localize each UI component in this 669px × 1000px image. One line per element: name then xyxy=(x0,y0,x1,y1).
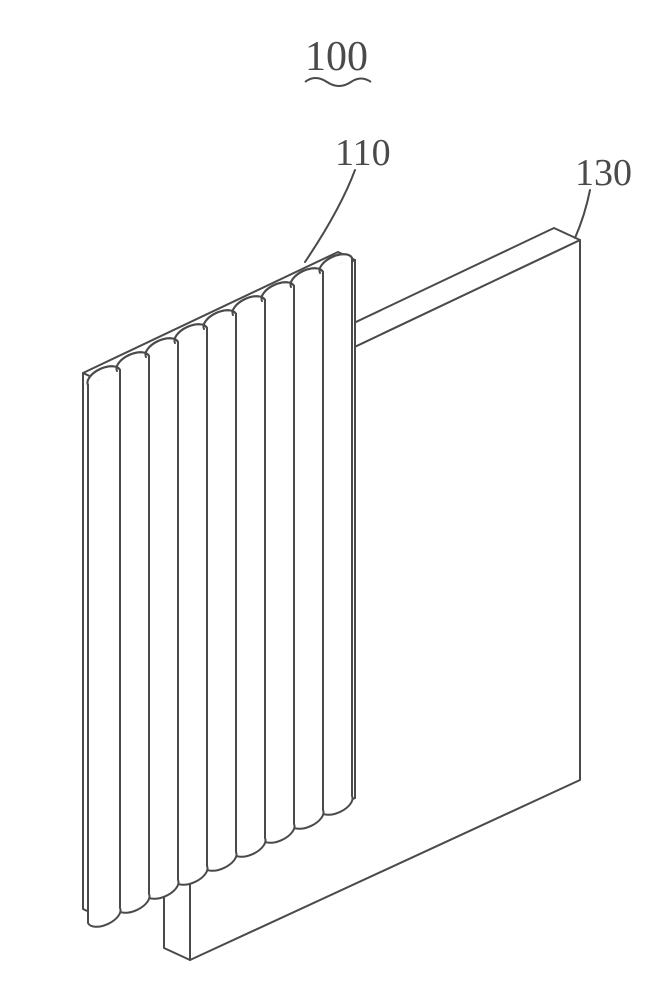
assembly-label: 100 xyxy=(305,34,368,80)
leader-110 xyxy=(305,170,355,262)
ridge-front xyxy=(88,366,121,927)
patent-figure: 100 110 130 xyxy=(0,0,669,1000)
drawing-group xyxy=(83,170,590,960)
leader-130 xyxy=(575,190,590,238)
part-label-130: 130 xyxy=(575,152,632,194)
part-label-110: 110 xyxy=(335,132,391,174)
